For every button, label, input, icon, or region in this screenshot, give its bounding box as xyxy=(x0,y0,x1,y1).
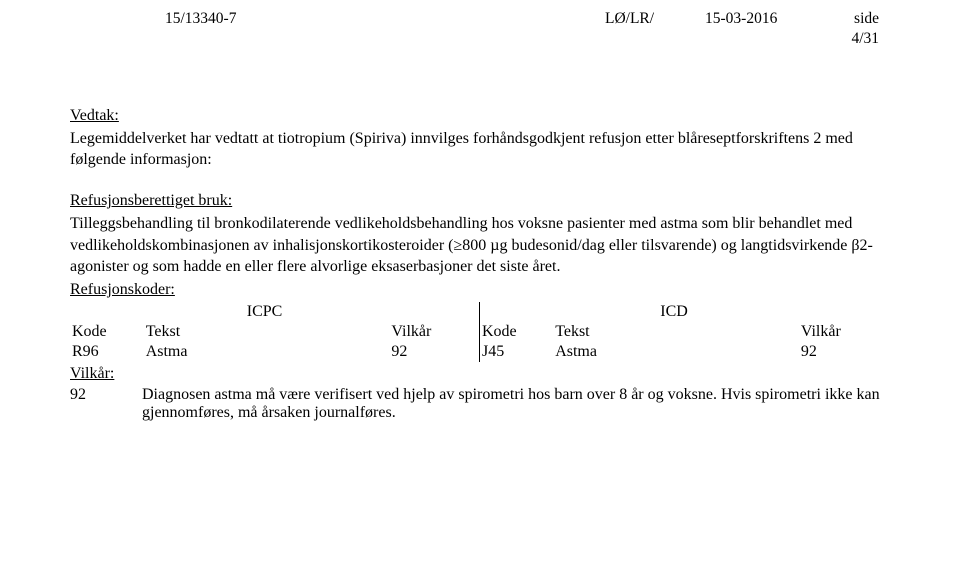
vilkar-label: Vilkår: xyxy=(70,365,114,382)
table-row: R96 Astma 92 J45 Astma 92 xyxy=(70,342,889,362)
th-tekst-2: Tekst xyxy=(553,322,799,342)
document-page: 15/13340-7 LØ/LR/ 15-03-2016 side 4/31 V… xyxy=(0,0,959,452)
empty-cell xyxy=(70,302,144,322)
cell-icpc-vilkar: 92 xyxy=(389,342,479,362)
document-header: 15/13340-7 LØ/LR/ 15-03-2016 side xyxy=(70,10,889,28)
case-number: 15/13340-7 xyxy=(70,10,335,28)
vilkar-code: 92 xyxy=(70,386,142,422)
refkoder-heading: Refusjonskoder: xyxy=(70,279,889,300)
cell-icd-code: J45 xyxy=(479,342,553,362)
header-spacer xyxy=(335,10,605,28)
th-kode-1: Kode xyxy=(70,322,144,342)
vilkar-heading: Vilkår: xyxy=(70,363,889,384)
empty-cell xyxy=(799,302,889,322)
vedtak-body: Legemiddelverket har vedtatt at tiotropi… xyxy=(70,128,889,170)
group-icd: ICD xyxy=(553,302,799,322)
th-vilkar-1: Vilkår xyxy=(389,322,479,342)
table-header-row: Kode Tekst Vilkår Kode Tekst Vilkår xyxy=(70,322,889,342)
cell-icd-text: Astma xyxy=(553,342,799,362)
doc-reference: LØ/LR/ xyxy=(605,10,705,28)
side-label: side xyxy=(805,10,889,28)
empty-cell xyxy=(389,302,479,322)
th-tekst-1: Tekst xyxy=(144,322,390,342)
refbruk-body: Tilleggsbehandling til bronkodilaterende… xyxy=(70,213,889,276)
vedtak-label: Vedtak: xyxy=(70,107,119,124)
empty-cell xyxy=(479,302,553,322)
vertical-spacer xyxy=(70,48,889,103)
refbruk-label: Refusjonsberettiget bruk: xyxy=(70,192,232,209)
page-number: 4/31 xyxy=(70,30,889,48)
refbruk-heading: Refusjonsberettiget bruk: xyxy=(70,190,889,211)
table-group-row: ICPC ICD xyxy=(70,302,889,322)
vilkar-row: 92 Diagnosen astma må være verifisert ve… xyxy=(70,386,889,422)
reimbursement-codes-table: ICPC ICD Kode Tekst Vilkår Kode Tekst Vi… xyxy=(70,302,889,362)
vilkar-section: Vilkår: 92 Diagnosen astma må være verif… xyxy=(70,363,889,422)
vedtak-heading: Vedtak: xyxy=(70,105,889,126)
group-icpc: ICPC xyxy=(144,302,390,322)
cell-icpc-code: R96 xyxy=(70,342,144,362)
cell-icd-vilkar: 92 xyxy=(799,342,889,362)
cell-icpc-text: Astma xyxy=(144,342,390,362)
refkoder-label: Refusjonskoder: xyxy=(70,281,175,298)
doc-date: 15-03-2016 xyxy=(705,10,805,28)
th-vilkar-2: Vilkår xyxy=(799,322,889,342)
vilkar-text: Diagnosen astma må være verifisert ved h… xyxy=(142,386,889,422)
th-kode-2: Kode xyxy=(479,322,553,342)
paragraph-gap xyxy=(70,172,889,190)
